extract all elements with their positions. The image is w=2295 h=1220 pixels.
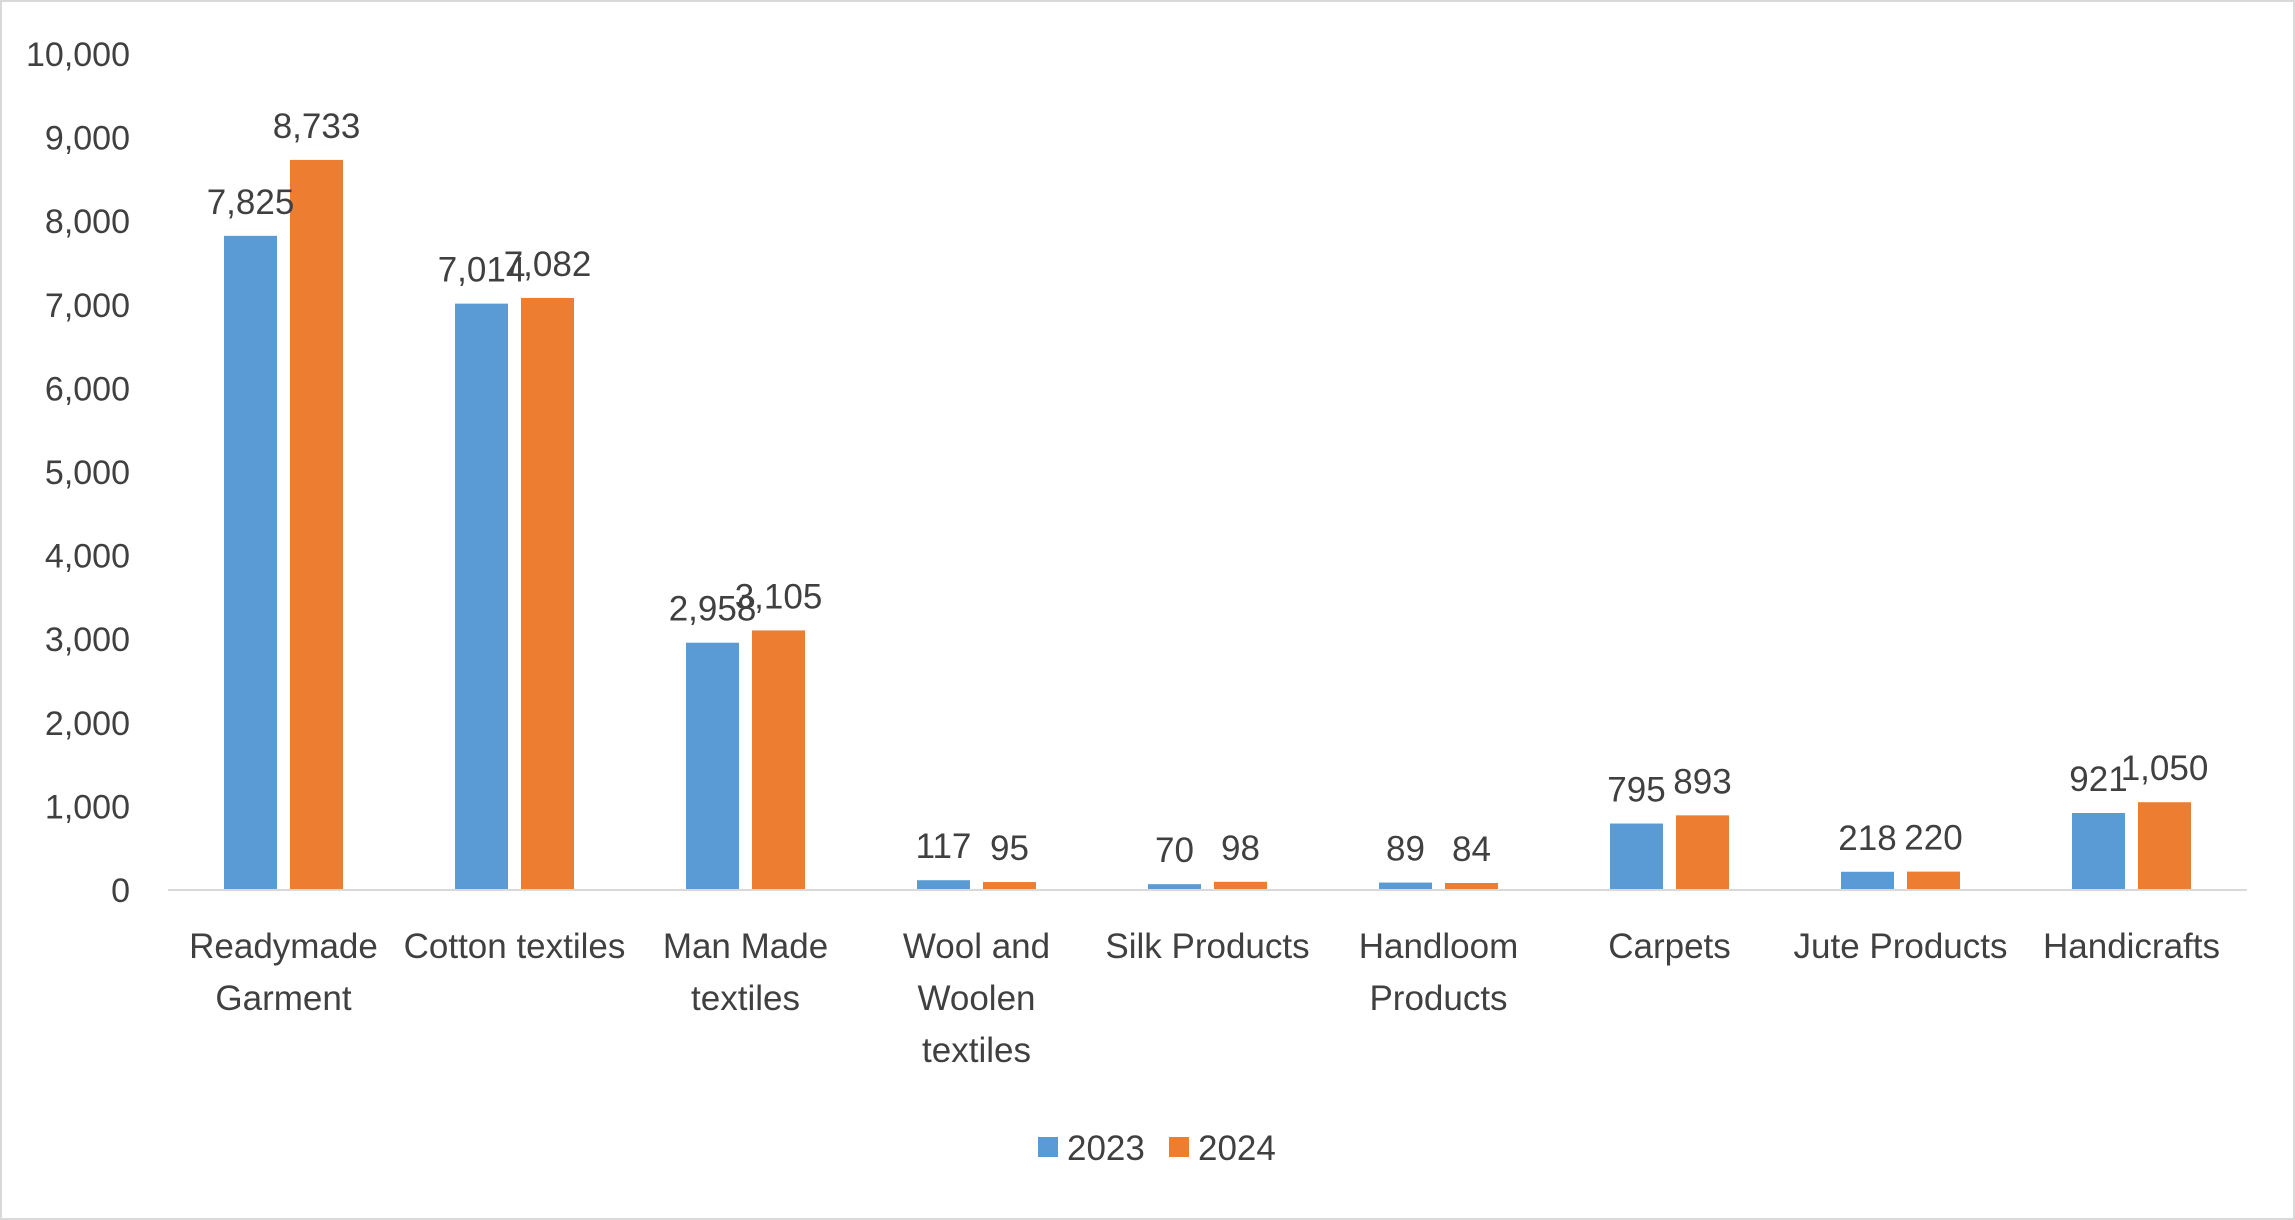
data-label-2024: 893 [1673,762,1731,801]
category-label-line: Handloom [1359,927,1519,966]
bars [224,159,2191,890]
bar-2024 [983,882,1036,890]
data-label-2024: 7,082 [504,245,592,284]
y-tick-label: 6,000 [45,370,130,408]
data-label-2024: 98 [1221,829,1260,868]
category-label-line: textiles [922,1031,1031,1070]
bar-2024 [1214,881,1267,890]
data-label-2023: 921 [2069,760,2127,799]
category-label-line: Products [1369,979,1507,1018]
category-label-line: Wool and [903,927,1050,966]
y-tick-label: 8,000 [45,203,130,241]
bar-2023 [455,303,508,890]
data-label-2024: 220 [1904,819,1962,858]
category-label-line: textiles [691,979,800,1018]
data-label-2023: 7,825 [207,183,295,222]
data-label-2023: 89 [1386,830,1425,869]
bar-2023 [1379,882,1432,890]
bar-2024 [1676,815,1729,890]
bar-2024 [521,297,574,890]
data-label-2024: 84 [1452,830,1491,869]
legend-swatch-2023 [1038,1137,1058,1157]
y-tick-label: 7,000 [45,287,130,325]
bar-2024 [2138,802,2191,890]
category-label-line: Silk Products [1105,927,1309,966]
data-label-2024: 95 [990,829,1029,868]
category-label: Cotton textiles [404,927,626,966]
bar-2023 [917,880,970,890]
y-tick-label: 4,000 [45,538,130,576]
data-label-2023: 7,014 [438,251,526,290]
bar-2024 [1907,871,1960,890]
y-tick-label: 1,000 [45,788,130,826]
category-label-line: Cotton textiles [404,927,626,966]
category-label: Jute Products [1794,927,2008,966]
y-tick-label: 2,000 [45,705,130,743]
data-label-2023: 218 [1838,819,1896,858]
bar-2023 [686,642,739,890]
category-label-line: Readymade [189,927,378,966]
category-label-line: Woolen [917,979,1035,1018]
category-label-line: Carpets [1608,927,1731,966]
category-label: Readymade Garment [189,927,378,1018]
x-axis: Readymade Garment Cotton textiles Man Made t… [168,889,2247,1070]
category-label: Handloom Products [1359,927,1519,1018]
data-label-2023: 117 [916,827,972,866]
bar-2024 [290,159,343,890]
y-tick-label: 5,000 [45,454,130,492]
y-axis: 0 1,000 2,000 3,000 4,000 5,000 6,000 7,000 8,00… [26,36,130,910]
category-label: Silk Products [1105,927,1309,966]
data-label-2023: 795 [1607,771,1665,810]
category-label: Handicrafts [2043,927,2220,966]
bar-2024 [1445,882,1498,890]
category-label-line: Garment [215,979,351,1018]
legend-label-2023: 2023 [1067,1129,1145,1168]
category-label: Man Made textiles [663,927,828,1018]
category-label-line: Man Made [663,927,828,966]
data-label-2024: 8,733 [273,107,361,146]
bar-2023 [2072,813,2125,890]
y-tick-label: 3,000 [45,621,130,659]
y-tick-label: 0 [111,872,130,910]
category-label-line: Jute Products [1794,927,2008,966]
bar-2023 [1148,884,1201,890]
legend-swatch-2024 [1169,1137,1189,1157]
data-label-2024: 3,105 [735,577,823,616]
legend-label-2024: 2024 [1198,1129,1276,1168]
category-label: Wool and Woolen textiles [903,927,1050,1070]
legend: 2023 2024 [1038,1129,1276,1168]
data-label-2023: 70 [1155,831,1194,870]
bar-2023 [1610,823,1663,890]
y-tick-label: 9,000 [45,120,130,158]
data-label-2024: 1,050 [2121,749,2209,788]
category-label: Carpets [1608,927,1731,966]
data-label-2023: 2,958 [669,590,757,629]
bar-2024 [752,630,805,890]
category-label-line: Handicrafts [2043,927,2220,966]
bar-2023 [224,235,277,890]
bar-2023 [1841,871,1894,890]
y-tick-label: 10,000 [26,36,130,74]
